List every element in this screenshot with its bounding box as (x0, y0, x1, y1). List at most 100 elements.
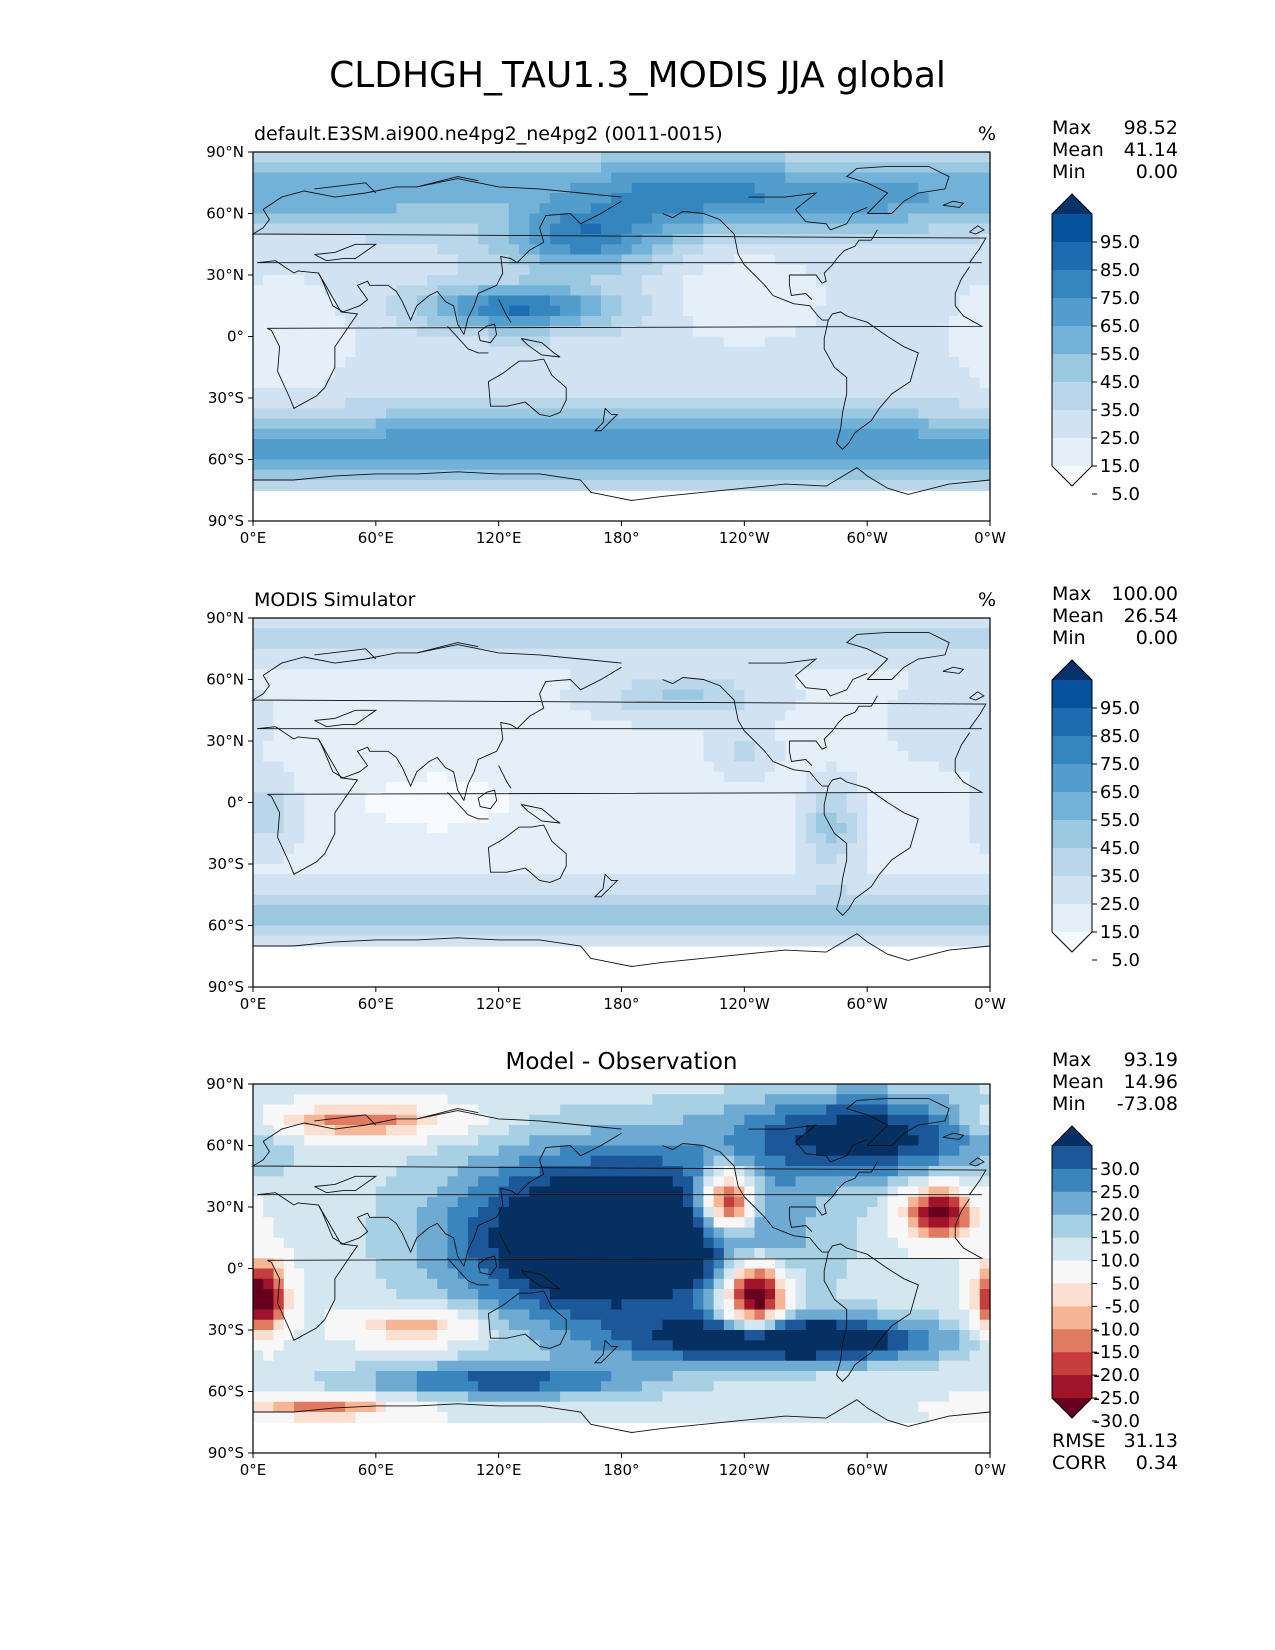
field-cell (764, 336, 950, 348)
field-cell (795, 1278, 807, 1290)
field-cell (682, 254, 735, 266)
coastline (477, 789, 498, 810)
colorbar-segment (1052, 326, 1092, 355)
field-cell (253, 720, 275, 732)
field-cell (682, 1166, 704, 1177)
obs-field (253, 618, 991, 947)
field-cell (549, 1371, 612, 1382)
lon-tick-label: 120°W (719, 529, 770, 547)
colorbar-segment (1052, 1146, 1092, 1170)
field-cell (693, 1176, 704, 1188)
field-cell (529, 1330, 571, 1341)
field-cell (478, 1207, 500, 1218)
field-cell (498, 1309, 530, 1321)
field-cell (805, 1268, 848, 1280)
lon-tick-label: 120°W (719, 1461, 770, 1479)
field-cell (416, 295, 438, 307)
coastline (251, 1110, 987, 1195)
field-cell (365, 1237, 418, 1249)
field-cell (539, 203, 592, 215)
field-cell (908, 213, 991, 225)
field-cell (508, 254, 541, 266)
lat-tick-label: 60°N (206, 671, 244, 689)
field-cell (263, 689, 561, 701)
panel3-map: 90°N 60°N 30°N 0° 30°S 60°S 90°S0°E 60°E 120°E 18… (206, 1075, 1006, 1479)
coastline (416, 176, 479, 188)
lon-tick-label: 0°W (974, 995, 1006, 1013)
field-cell (273, 720, 633, 732)
field-cell (836, 853, 868, 865)
field-cell (734, 1145, 766, 1157)
field-cell (815, 884, 848, 896)
lon-tick-label: 180° (603, 1461, 639, 1479)
field-cell (345, 398, 960, 409)
field-cell (836, 1278, 960, 1290)
panel3-stats: Max 93.19 Mean 14.96 Min -73.08 (1052, 1049, 1178, 1115)
field-cell (447, 1237, 469, 1249)
coastline (498, 1231, 512, 1255)
diff-coastlines (251, 1097, 991, 1433)
field-cell (867, 833, 971, 845)
field-cell (938, 1145, 960, 1157)
field-cell (304, 812, 387, 824)
field-cell (631, 182, 756, 194)
obs-coastlines (251, 631, 991, 967)
field-cell (253, 305, 336, 317)
field-cell (764, 1278, 776, 1290)
field-cell (539, 254, 623, 266)
colorbar-tick-label: 15.0 (1100, 1228, 1140, 1249)
field-cell (846, 884, 991, 896)
field-cell (795, 792, 817, 804)
field-cell (253, 223, 479, 235)
field-cell (887, 730, 991, 742)
field-cell (253, 1330, 275, 1341)
colorbar-segment (1052, 1283, 1092, 1307)
lon-tick-label: 60°W (846, 1461, 888, 1479)
field-cell (938, 1360, 991, 1372)
field-cell (764, 193, 930, 204)
field-cell (334, 1125, 387, 1136)
field-cell (723, 1237, 807, 1249)
field-cell (253, 234, 367, 245)
field-cell (785, 172, 991, 184)
field-cell (734, 1207, 745, 1218)
field-cell (723, 1268, 735, 1280)
field-cell (918, 1207, 930, 1218)
colorbar-tick-label: 45.0 (1100, 838, 1140, 859)
field-cell (253, 648, 991, 660)
field-cell (488, 1114, 530, 1126)
field-cell (938, 1135, 971, 1147)
coastline (823, 1243, 919, 1382)
field-cell (979, 1268, 991, 1280)
field-cell (734, 1299, 745, 1311)
field-cell (447, 771, 725, 783)
field-cell (908, 1330, 930, 1341)
field-cell (754, 1248, 766, 1259)
field-cell (969, 802, 991, 814)
field-cell (795, 864, 868, 875)
field-cell (856, 771, 971, 783)
field-cell (713, 1176, 725, 1188)
field-cell (703, 264, 807, 276)
field-cell (928, 1207, 950, 1218)
field-cell (744, 1217, 756, 1229)
field-cell (253, 771, 295, 783)
field-cell (345, 316, 397, 327)
field-cell (682, 1350, 786, 1362)
field-cell (897, 1166, 930, 1177)
field-cell (713, 1289, 725, 1300)
lon-tick-label: 120°E (476, 995, 522, 1013)
field-cell (846, 802, 868, 814)
field-cell (979, 1319, 991, 1331)
field-cell (795, 1299, 807, 1311)
field-cell (253, 1248, 295, 1259)
stat-value: 14.96 (1123, 1071, 1178, 1093)
field-cell (283, 1268, 305, 1280)
colorbar-segments (1052, 660, 1092, 952)
field-cell (253, 295, 336, 307)
field-cell (560, 305, 582, 317)
colorbar-segment (1052, 410, 1092, 439)
field-cell (488, 1227, 704, 1239)
field-cell (856, 823, 868, 834)
coastline (969, 1157, 985, 1167)
